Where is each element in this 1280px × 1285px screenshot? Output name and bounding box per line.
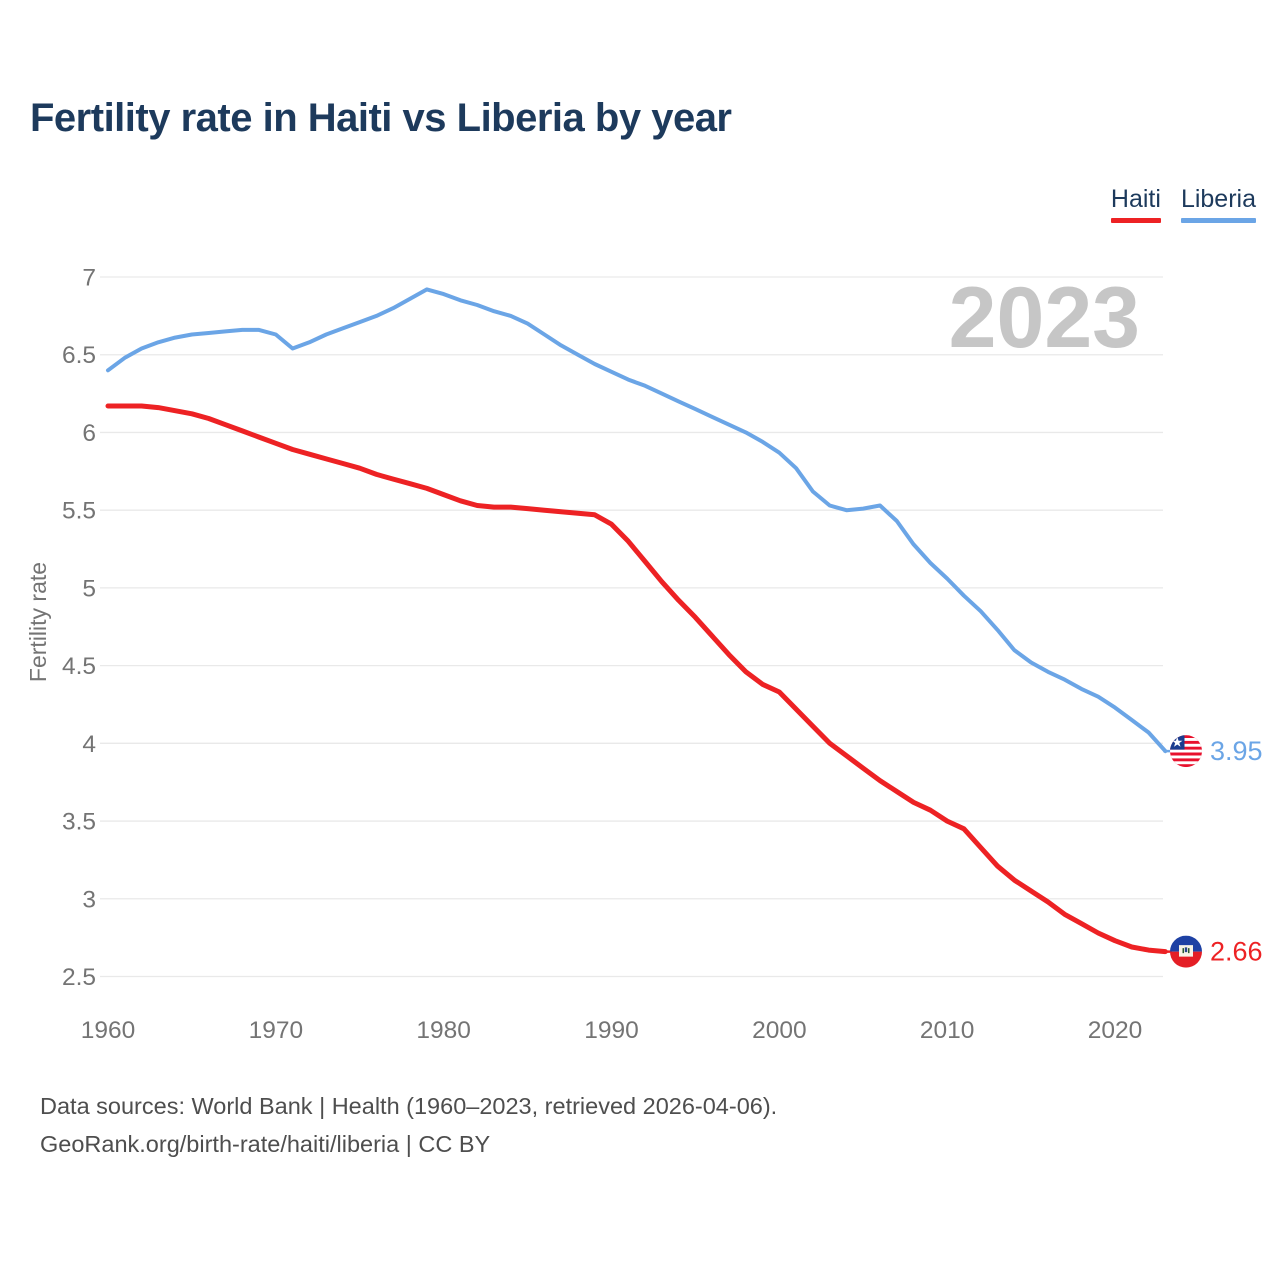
x-tick-label: 1970: [249, 1017, 304, 1044]
y-tick-label: 2.5: [62, 964, 96, 991]
axis-labels: 7 6.5 6 5.5 5 4.5 4 3.5 3 2.5 1960 1970 1980 1990 2000…: [25, 265, 1142, 1045]
liberia-end-value: 3.95: [1210, 736, 1263, 766]
liberia-flag-icon: [1170, 735, 1202, 767]
x-tick-label: 2010: [920, 1017, 975, 1044]
y-tick-label: 5: [82, 575, 96, 602]
y-tick-label: 4: [82, 731, 96, 758]
year-watermark: 2023: [949, 270, 1140, 366]
y-tick-label: 6.5: [62, 342, 96, 369]
legend-swatch-haiti: [1110, 218, 1161, 223]
footer-url-line: GeoRank.org/birth-rate/haiti/liberia | C…: [40, 1131, 491, 1157]
y-tick-label: 6: [82, 420, 96, 447]
footer-source-line: Data sources: World Bank | Health (1960–…: [40, 1093, 778, 1119]
x-tick-label: 1980: [416, 1017, 471, 1044]
x-tick-label: 2020: [1088, 1017, 1143, 1044]
y-tick-label: 7: [82, 265, 96, 292]
y-tick-label: 3.5: [62, 809, 96, 836]
haiti-end-value: 2.66: [1210, 937, 1263, 967]
haiti-line: [105, 403, 1168, 955]
series-lines: [105, 287, 1168, 955]
y-tick-label: 5.5: [62, 498, 96, 525]
page-title: Fertility rate in Haiti vs Liberia by ye…: [30, 96, 732, 140]
footer: Data sources: World Bank | Health (1960–…: [40, 1087, 777, 1163]
legend-swatch-liberia: [1180, 218, 1256, 223]
legend-item-haiti[interactable]: Haiti: [1110, 185, 1161, 223]
y-tick-label: 3: [82, 886, 96, 913]
y-tick-label: 4.5: [62, 653, 96, 680]
watermark: 2023: [949, 270, 1140, 366]
legend: Haiti Liberia: [1110, 185, 1256, 223]
x-tick-label: 1990: [584, 1017, 639, 1044]
haiti-flag-icon: [1170, 936, 1202, 968]
gridlines: [100, 276, 1163, 978]
legend-label-liberia: Liberia: [1180, 185, 1256, 213]
x-tick-label: 1960: [81, 1017, 136, 1044]
x-tick-label: 2000: [752, 1017, 807, 1044]
legend-item-liberia[interactable]: Liberia: [1180, 185, 1256, 223]
legend-label-haiti: Haiti: [1110, 185, 1161, 213]
y-axis-title: Fertility rate: [25, 562, 51, 682]
end-labels: 2.66 3.95: [1163, 735, 1263, 968]
liberia-line: [106, 287, 1168, 754]
